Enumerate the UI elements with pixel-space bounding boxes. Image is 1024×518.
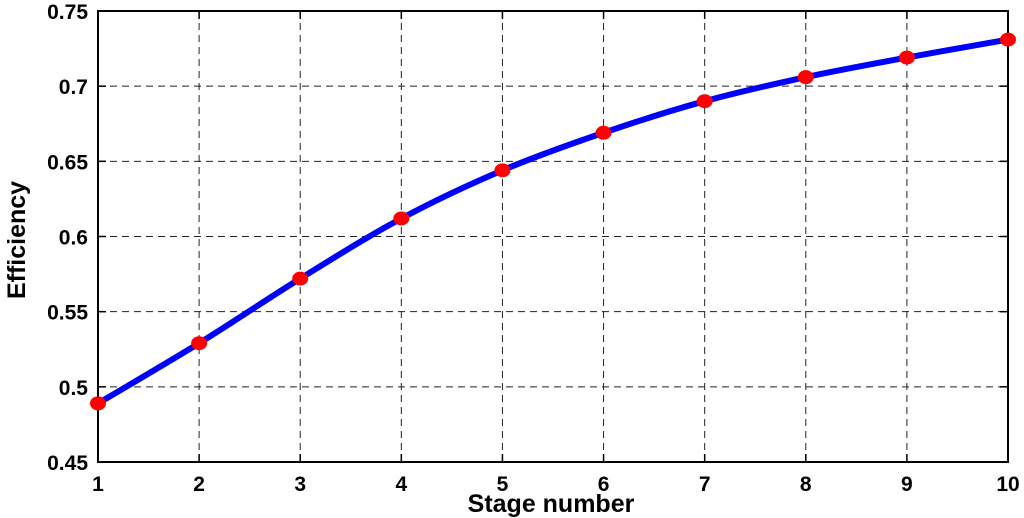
x-tick-label: 5 — [497, 473, 509, 496]
data-point-marker — [292, 271, 309, 286]
data-point-marker — [1000, 32, 1016, 47]
x-tick-label: 7 — [699, 473, 711, 496]
y-tick-label: 0.55 — [47, 302, 88, 325]
y-tick-label: 0.45 — [47, 452, 88, 475]
x-tick-label: 3 — [294, 473, 306, 496]
y-tick-labels: 0.45 0.5 0.55 0.6 0.65 0.7 0.75 — [47, 1, 88, 475]
series-layer — [90, 32, 1016, 411]
x-tick-label: 6 — [598, 473, 610, 496]
y-tick-label: 0.65 — [47, 151, 88, 174]
data-point-marker — [191, 336, 208, 351]
data-point-marker — [898, 50, 915, 65]
x-tick-label: 8 — [800, 473, 812, 496]
y-tick-label: 0.75 — [47, 1, 88, 24]
x-tick-labels: 1 2 3 4 5 6 7 8 9 10 — [92, 473, 1020, 496]
grid-lines — [98, 11, 1008, 462]
y-tick-label: 0.6 — [59, 227, 88, 250]
plot-frame — [97, 10, 1009, 463]
data-point-marker — [393, 211, 410, 226]
x-tick-label: 9 — [901, 473, 913, 496]
y-tick-label: 0.5 — [59, 377, 89, 400]
series-line — [95, 36, 1011, 407]
data-point-marker — [494, 163, 511, 178]
x-tick-label: 1 — [92, 473, 104, 496]
x-tick-label: 4 — [395, 473, 407, 496]
data-point-marker — [797, 70, 814, 85]
data-point-marker — [90, 396, 106, 411]
x-axis-label: Stage number — [468, 490, 635, 518]
x-tick-label: 2 — [193, 473, 205, 496]
y-axis-label: Efficiency — [3, 181, 31, 299]
data-point-marker — [696, 94, 713, 109]
x-tick-label: 10 — [996, 473, 1019, 496]
data-point-marker — [595, 125, 612, 140]
y-tick-label: 0.7 — [59, 76, 88, 99]
